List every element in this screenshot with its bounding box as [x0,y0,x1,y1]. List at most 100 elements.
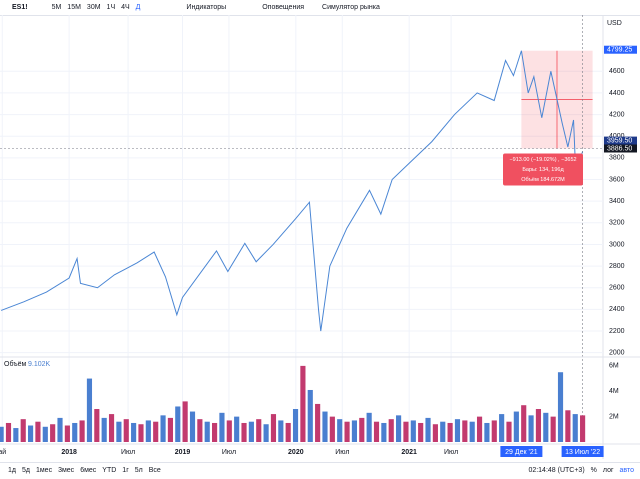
x-tick-label: 2021 [401,449,417,456]
range[interactable]: 1мес [35,467,53,474]
volume-bar [285,422,291,442]
volume-bar [396,415,402,442]
volume-bar [270,414,277,442]
volume-bar [425,417,431,442]
percent-toggle[interactable]: % [590,467,597,474]
volume-bar [263,424,269,442]
price-label: 3886.50 [607,145,632,152]
x-tick-label: Июл [444,449,458,456]
volume-bar [469,421,475,442]
volume-bar [513,411,519,442]
interval[interactable]: 1Ч [106,4,116,11]
y-tick-label: 3200 [609,220,625,227]
price-label: 3959.50 [607,137,632,144]
interval[interactable]: Д [135,4,141,11]
y-tick-label: 2200 [609,328,625,335]
range[interactable]: YTD [102,467,117,474]
volume-bar [101,417,107,442]
range[interactable]: 5л [134,467,143,474]
volume-bar [521,405,527,442]
volume-bar [528,415,534,442]
volume-bar [79,420,85,442]
x-tick-label: Июл [222,449,236,456]
volume-bar [572,414,578,442]
interval[interactable]: 4Ч [121,4,130,11]
volume-bar [226,420,232,442]
volume-bar [315,403,321,442]
range[interactable]: 3мес [58,467,75,474]
volume-bar [337,419,343,442]
x-tick-label: 2018 [61,449,77,456]
x-tick-label: Июл [121,449,135,456]
volume-bar [476,416,483,442]
y-tick-label: 4400 [609,90,625,97]
volume-bar [35,421,41,442]
volume-bar [64,425,70,442]
volume-bar [197,419,203,442]
indicators-button[interactable]: Индикаторы [186,4,227,11]
y-tick-label: 3800 [609,155,625,162]
volume-bar [212,422,218,442]
y-tick-label: 4600 [609,68,625,75]
volume-bar [175,406,181,442]
x-tick-label: ай [0,448,6,456]
volume-bar [565,410,571,442]
x-tick-label: 2019 [175,449,191,456]
volume-bar [248,421,254,442]
y-tick-label: 3600 [609,176,625,183]
auto-toggle[interactable]: авто [619,467,634,474]
volume-bar [454,419,461,442]
volume-bar [329,416,335,442]
volume-bar [204,421,210,442]
range[interactable]: 5д [21,467,30,474]
volume-bar [322,411,328,442]
volume-bar [359,417,365,442]
interval[interactable]: 15М [67,4,81,11]
simulator-button[interactable]: Симулятор рынка [322,4,380,11]
alerts-button[interactable]: Оповещения [262,4,305,11]
volume-bar [543,412,549,442]
range[interactable]: Все [148,467,161,474]
volume-bar [145,420,151,442]
volume-bar [94,409,100,442]
x-marker-label: 13 Июл '22 [565,449,600,456]
volume-bar [373,421,380,442]
interval[interactable]: 5М [51,4,62,11]
volume-bar [86,378,93,442]
range[interactable]: 6мес [80,467,97,474]
volume-bar [491,420,497,442]
y-tick-label: 6M [609,363,619,370]
x-marker-bg [500,446,543,457]
x-marker-bg [561,446,604,457]
volume-bar [292,409,299,442]
range[interactable]: 1д [8,467,16,474]
volume-bar [440,421,446,442]
volume-bar [366,412,372,442]
symbol[interactable]: ES1! [12,4,28,11]
interval[interactable]: 30М [86,4,101,11]
volume-bar [219,412,225,442]
log-toggle[interactable]: лог [602,467,614,474]
volume-bar [351,420,358,442]
volume-bar [499,414,505,442]
y-tick-label: 2M [609,413,619,420]
volume-bar [42,426,48,442]
volume-bar [138,424,144,442]
volume-bar [410,420,416,442]
y-tick-label: 2000 [609,350,625,357]
volume-bar [123,419,129,442]
volume-bar [278,420,284,442]
range[interactable]: 1г [122,467,129,474]
y-tick-label: 4000 [609,133,625,140]
volume-last: 9.102K [28,361,51,368]
measure-info [503,153,583,186]
volume-bar [344,421,350,442]
volume-bar [50,424,56,442]
volume-bar [241,422,247,442]
volume-bar [108,414,115,442]
price-label-bg [604,144,637,153]
volume-bar [462,420,468,442]
y-tick-label: 4200 [609,111,625,118]
volume-bar [535,409,542,442]
